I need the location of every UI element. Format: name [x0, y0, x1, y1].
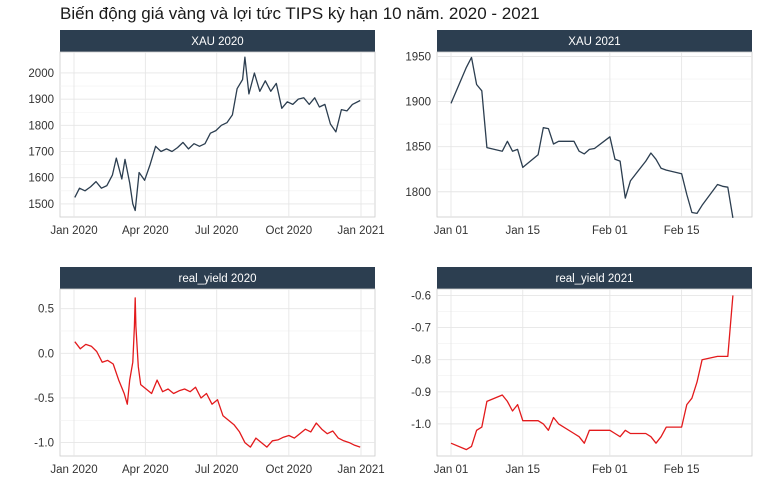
y-tick-label: 1850: [405, 142, 431, 154]
y-tick-label: -0.8: [411, 355, 431, 367]
strip-xau-2021: [437, 30, 752, 52]
x-tick-label: Feb 15: [664, 225, 700, 237]
strip-label-xau-2021: XAU 2021: [568, 36, 620, 48]
strip-real-yield-2020: [60, 267, 375, 289]
plot-area-xau-2021: [436, 51, 753, 218]
x-tick-label: Jan 01: [434, 464, 469, 476]
strip-label-real-yield-2020: real_yield 2020: [178, 273, 256, 285]
figure-title: Biến động giá vàng và lợi tức TIPS kỳ hạ…: [60, 4, 540, 23]
x-tick-label: Apr 2020: [122, 464, 169, 476]
plot-area-real-yield-2021: [436, 288, 753, 457]
x-tick-label: Jan 2020: [50, 225, 97, 237]
series-line-xau-2020: [74, 56, 361, 212]
y-tick-label: -0.9: [411, 387, 431, 399]
y-tick-label: 0.0: [38, 348, 54, 360]
series-line-xau-2021: [450, 56, 734, 219]
x-tick-label: Jan 15: [505, 464, 540, 476]
strip-xau-2020: [60, 30, 375, 52]
y-tick-label: 1900: [405, 97, 431, 109]
x-tick-label: Jan 2020: [50, 464, 97, 476]
strip-label-xau-2020: XAU 2020: [191, 36, 243, 48]
y-tick-label: 1500: [28, 199, 54, 211]
y-tick-label: -0.6: [411, 290, 431, 302]
y-tick-label: 1800: [405, 187, 431, 199]
panel-real-yield-2020: real_yield 2020 -1.0 -0.5 0.0 0.5 Jan 2020 Apr…: [34, 267, 385, 476]
y-tick-label: -0.7: [411, 323, 431, 335]
panel-xau-2020: XAU 2020 1500 1600 1700 1800 1900 2000 Jan 2020…: [28, 30, 385, 237]
plot-area-xau-2020: [59, 51, 376, 218]
x-tick-label: Oct 2020: [266, 225, 313, 237]
plot-area-real-yield-2020: [59, 288, 376, 457]
x-tick-label: Feb 01: [592, 225, 628, 237]
strip-label-real-yield-2021: real_yield 2021: [555, 273, 633, 285]
y-tick-label: 1700: [28, 147, 54, 159]
x-tick-label: Jul 2020: [195, 225, 238, 237]
x-tick-label: Jul 2020: [195, 464, 238, 476]
y-tick-label: 1600: [28, 173, 54, 185]
y-tick-label: 0.5: [38, 304, 54, 316]
series-line-real-yield-2020: [74, 297, 361, 448]
y-tick-label: -0.5: [34, 393, 54, 405]
panel-xau-2021: XAU 2021 1800 1850 1900 1950 Jan 01 Jan 15 Feb …: [405, 30, 753, 237]
panel-real-yield-2021: real_yield 2021 -1.0 -0.9 -0.8 -0.7 -0.6 Jan 0…: [411, 267, 753, 476]
y-tick-label: 1900: [28, 94, 54, 106]
x-tick-label: Feb 15: [664, 464, 700, 476]
strip-real-yield-2021: [437, 267, 752, 289]
series-line-real-yield-2021: [450, 295, 734, 451]
y-tick-label: -1.0: [34, 438, 54, 450]
x-tick-label: Jan 2021: [337, 464, 384, 476]
x-tick-label: Feb 01: [592, 464, 628, 476]
x-tick-label: Jan 01: [434, 225, 469, 237]
y-tick-label: 1950: [405, 52, 431, 64]
x-tick-label: Jan 15: [505, 225, 540, 237]
x-tick-label: Apr 2020: [122, 225, 169, 237]
y-tick-label: 1800: [28, 120, 54, 132]
x-tick-label: Oct 2020: [266, 464, 313, 476]
x-tick-label: Jan 2021: [337, 225, 384, 237]
y-tick-label: 2000: [28, 68, 54, 80]
y-tick-label: -1.0: [411, 419, 431, 431]
